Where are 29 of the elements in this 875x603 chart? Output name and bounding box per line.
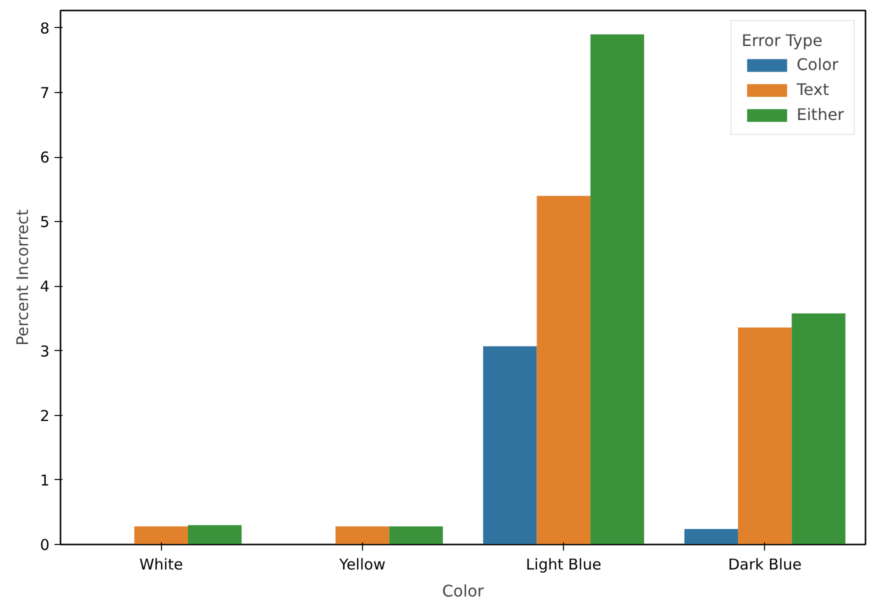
- x-tick-label: Dark Blue: [728, 556, 802, 574]
- bar: [536, 196, 590, 544]
- bar: [188, 525, 242, 544]
- bar: [590, 34, 644, 544]
- y-tick-label: 3: [40, 342, 50, 360]
- y-tick-label: 6: [40, 148, 50, 167]
- y-tick-label: 0: [40, 536, 50, 554]
- y-tick-label: 7: [40, 84, 50, 102]
- bar: [792, 313, 846, 544]
- y-tick-label: 8: [40, 19, 50, 38]
- bar: [134, 526, 188, 544]
- legend-title: Error Type: [742, 31, 824, 50]
- y-tick-label: 1: [40, 471, 50, 490]
- y-tick-label: 2: [40, 406, 50, 425]
- y-axis-title: Percent Incorrect: [12, 209, 32, 346]
- bar: [738, 328, 792, 544]
- x-tick-label: White: [139, 556, 183, 574]
- bar: [336, 526, 390, 544]
- x-axis-title: Color: [442, 582, 484, 600]
- y-tick-label: 5: [40, 213, 50, 232]
- x-tick-label: Light Blue: [526, 556, 602, 574]
- legend-label: Color: [796, 55, 838, 74]
- legend-label: Either: [796, 105, 844, 124]
- bar: [389, 526, 443, 544]
- bar: [684, 529, 738, 544]
- y-tick-label: 4: [40, 278, 50, 296]
- bar: [483, 346, 537, 544]
- x-tick-label: Yellow: [338, 556, 386, 574]
- legend-label: Text: [796, 80, 829, 99]
